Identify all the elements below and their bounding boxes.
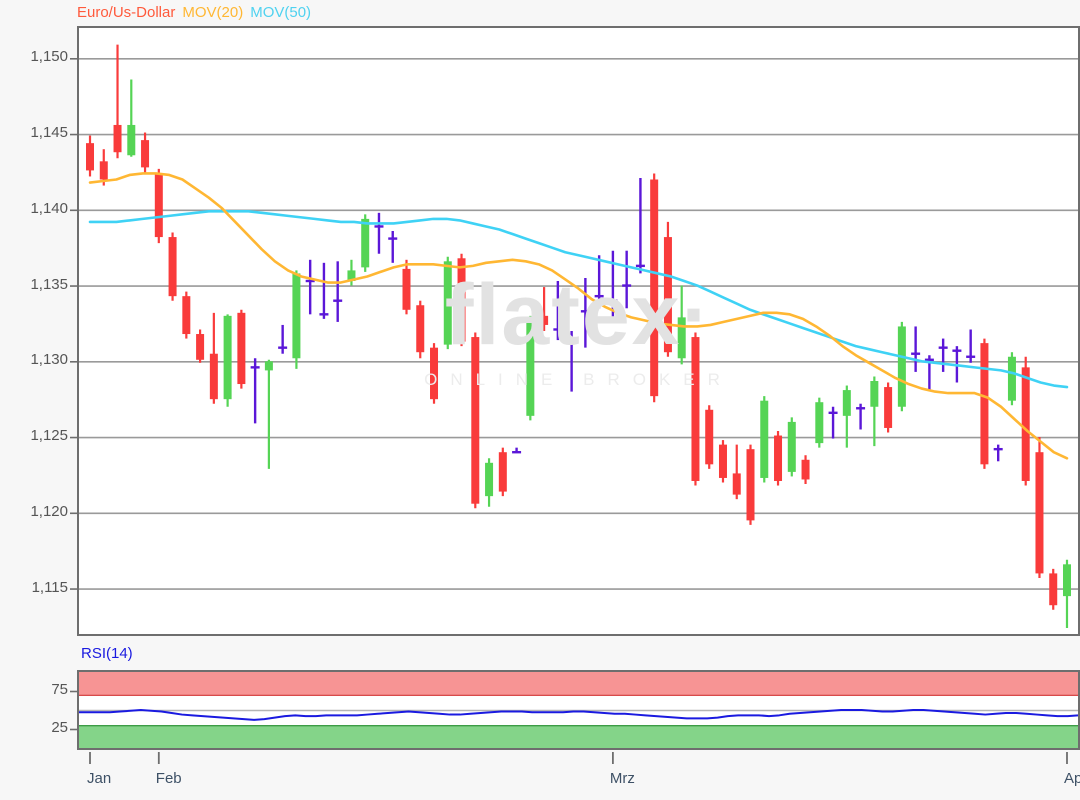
candlestick bbox=[209, 312, 218, 404]
rsi-panel[interactable] bbox=[77, 670, 1080, 750]
rsi-plot-svg bbox=[79, 672, 1078, 748]
candlestick bbox=[113, 44, 122, 159]
candlestick bbox=[1049, 568, 1058, 610]
chart-legend: Euro/Us-Dollar MOV(20) MOV(50) bbox=[77, 4, 318, 21]
candlestick bbox=[553, 281, 563, 341]
y-axis-label: 1,130 bbox=[30, 351, 68, 369]
candlestick bbox=[705, 405, 714, 469]
candlestick bbox=[870, 376, 879, 447]
candlestick bbox=[815, 397, 824, 448]
y-axis-label: 1,140 bbox=[30, 199, 68, 217]
candlestick bbox=[388, 231, 398, 263]
candlestick bbox=[154, 168, 163, 244]
candlestick bbox=[526, 315, 535, 421]
candlestick bbox=[842, 385, 851, 448]
candlestick bbox=[416, 300, 425, 359]
x-axis-label: Feb bbox=[155, 770, 182, 787]
candlestick bbox=[993, 444, 1003, 462]
x-axis-label: Mrz bbox=[609, 770, 635, 787]
candlestick bbox=[168, 232, 177, 301]
candlestick bbox=[663, 221, 672, 357]
legend-mov20: MOV(20) bbox=[182, 4, 244, 21]
candlestick bbox=[498, 447, 507, 497]
y-axis-label: 1,145 bbox=[30, 124, 68, 142]
candlestick bbox=[182, 291, 191, 339]
y-axis-label: 1,115 bbox=[31, 578, 68, 596]
x-axis-label: Apr bbox=[1063, 770, 1080, 787]
candlestick bbox=[691, 332, 700, 486]
candlestick bbox=[471, 332, 480, 509]
candlestick bbox=[718, 440, 727, 483]
candlestick bbox=[787, 417, 796, 477]
candlestick bbox=[250, 358, 260, 424]
candlestick bbox=[196, 329, 205, 363]
candlestick bbox=[966, 329, 976, 363]
candlestick bbox=[650, 173, 659, 403]
candlestick bbox=[635, 177, 645, 274]
candlestick bbox=[374, 212, 384, 254]
candlestick bbox=[732, 444, 741, 500]
candlestick bbox=[801, 455, 810, 485]
candlestick bbox=[99, 149, 108, 186]
candlestick bbox=[237, 309, 246, 389]
candlestick bbox=[1062, 559, 1071, 628]
candlestick bbox=[938, 338, 948, 372]
candlestick bbox=[897, 321, 906, 412]
candlestick bbox=[127, 79, 136, 157]
candlestick bbox=[86, 135, 95, 177]
y-axis-label: 1,150 bbox=[30, 48, 68, 66]
mov50-line bbox=[88, 210, 1069, 389]
legend-symbol: Euro/Us-Dollar bbox=[77, 4, 176, 21]
candlestick bbox=[980, 338, 989, 469]
candlestick bbox=[512, 447, 522, 454]
candlestick bbox=[911, 326, 921, 372]
x-axis-label: Jan bbox=[87, 770, 112, 787]
legend-mov50: MOV(50) bbox=[250, 4, 312, 21]
candlestick bbox=[430, 343, 439, 404]
candlestick bbox=[828, 406, 838, 439]
candlestick bbox=[580, 277, 590, 348]
candlestick bbox=[223, 314, 232, 407]
candlestick bbox=[540, 287, 549, 331]
candlestick bbox=[567, 331, 577, 392]
candlestick bbox=[594, 255, 604, 309]
candlestick bbox=[305, 259, 315, 315]
candlestick bbox=[760, 396, 769, 483]
rsi-y-axis-label: 75 bbox=[51, 681, 68, 698]
y-axis-label: 1,135 bbox=[30, 275, 68, 293]
candlestick bbox=[457, 253, 466, 347]
candlestick bbox=[856, 403, 866, 430]
rsi-legend: RSI(14) bbox=[81, 645, 133, 662]
rsi-overbought-band bbox=[79, 672, 1078, 695]
rsi-oversold-band bbox=[79, 725, 1078, 748]
candlestick bbox=[485, 458, 494, 507]
y-axis-label: 1,120 bbox=[30, 502, 68, 520]
candlestick bbox=[443, 256, 452, 350]
rsi-line bbox=[79, 709, 1078, 721]
candlestick bbox=[402, 259, 411, 315]
candlestick bbox=[333, 261, 343, 322]
candlestick bbox=[774, 430, 783, 486]
rsi-y-axis-label: 25 bbox=[51, 719, 68, 736]
candlestick bbox=[746, 444, 755, 525]
candlestick bbox=[622, 250, 632, 309]
candlestick bbox=[884, 382, 893, 433]
candlestick bbox=[1035, 437, 1044, 578]
candlestick bbox=[264, 359, 273, 469]
candlestick bbox=[292, 270, 301, 369]
candlestick bbox=[141, 132, 150, 174]
mov20-line bbox=[88, 172, 1069, 460]
candlestick bbox=[319, 262, 329, 319]
y-axis-label: 1,125 bbox=[30, 427, 68, 445]
candlestick bbox=[278, 324, 288, 354]
price-plot-svg bbox=[79, 44, 1078, 628]
candlestick bbox=[1007, 352, 1016, 406]
